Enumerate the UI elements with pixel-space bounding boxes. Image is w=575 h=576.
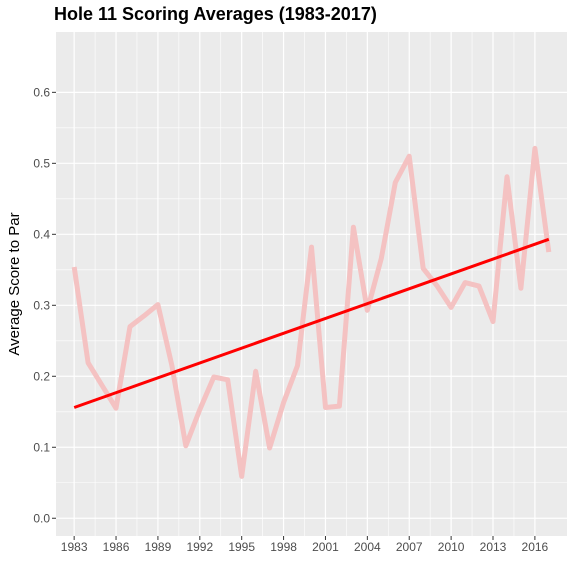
y-tick-label: 0.6 [33, 85, 50, 99]
x-tick-label: 2013 [480, 540, 507, 554]
series-line-yearly-average [71, 145, 552, 479]
chart-title: Hole 11 Scoring Averages (1983-2017) [54, 4, 377, 24]
x-axis: 1983 1986 1989 1992 1995 1998 2001 2004 2007 2010… [61, 536, 549, 554]
series-layer [71, 145, 552, 479]
x-tick-label: 1986 [103, 540, 130, 554]
x-tick-label: 1998 [270, 540, 297, 554]
x-tick-label: 1989 [145, 540, 172, 554]
y-tick-label: 0.0 [33, 511, 50, 525]
y-axis-title: Average Score to Par [6, 212, 23, 355]
series-line-trend [73, 237, 550, 409]
x-tick-label: 2010 [438, 540, 465, 554]
x-tick-label: 1992 [186, 540, 213, 554]
x-tick-label: 2016 [522, 540, 549, 554]
x-tick-label: 1983 [61, 540, 88, 554]
y-axis: 0.0 0.1 0.2 0.3 0.4 0.5 0.6 [33, 85, 56, 525]
y-tick-label: 0.3 [33, 298, 50, 312]
plot-panel [56, 32, 567, 536]
x-tick-label: 1995 [228, 540, 255, 554]
x-tick-label: 2004 [354, 540, 381, 554]
y-tick-label: 0.4 [33, 227, 50, 241]
x-tick-label: 2007 [396, 540, 423, 554]
x-tick-label: 2001 [312, 540, 339, 554]
y-tick-label: 0.1 [33, 440, 50, 454]
y-tick-label: 0.2 [33, 369, 50, 383]
y-tick-label: 0.5 [33, 156, 50, 170]
